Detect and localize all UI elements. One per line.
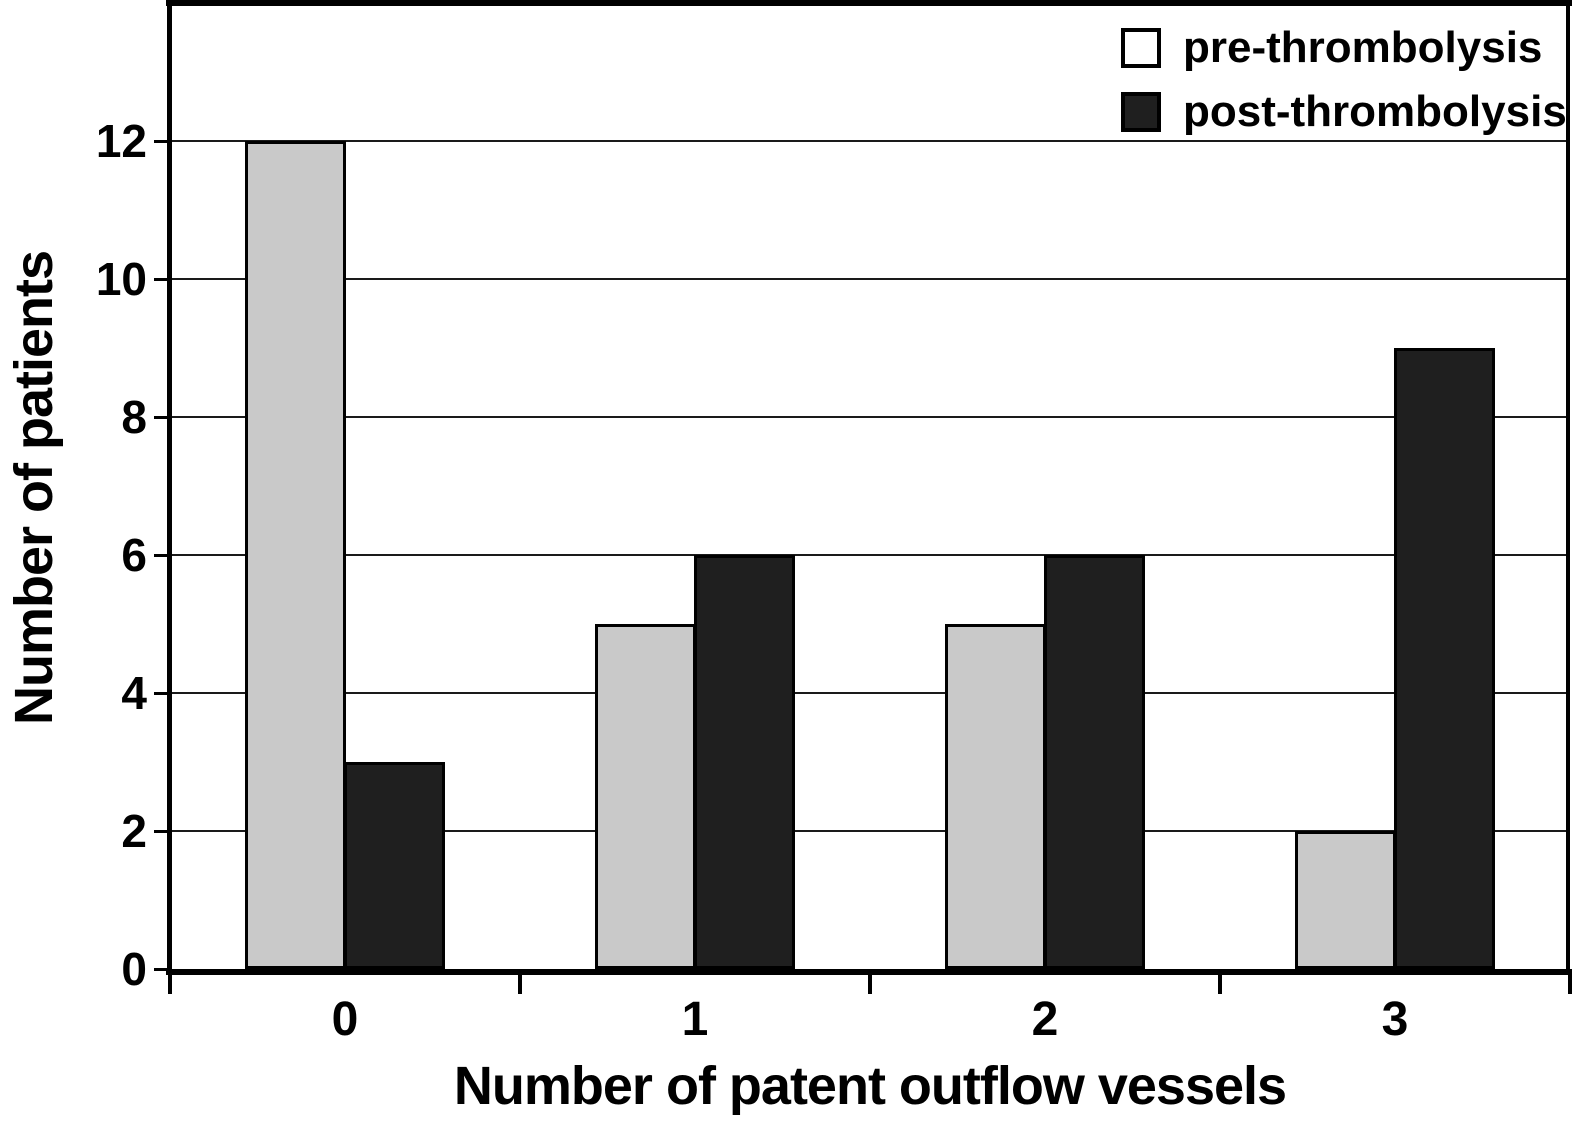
x-category-label-0: 0 [331,993,359,1046]
y-axis-line [167,0,172,975]
y-axis-title: Number of patients [4,250,64,726]
gridline-y-6 [170,554,1570,556]
y-tick-label-0: 0 [121,943,147,995]
bar-post-thrombolysis-1 [694,555,795,969]
bar-pre-thrombolysis-1 [595,624,696,969]
x-tick-4 [1568,969,1572,994]
legend: pre-thrombolysis post-thrombolysis [1121,22,1567,150]
x-axis-line [166,969,1572,975]
legend-label-post-thrombolysis: post-thrombolysis [1183,87,1567,136]
bar-post-thrombolysis-0 [344,762,445,969]
legend-row-pre-thrombolysis: pre-thrombolysis [1121,22,1567,74]
bar-post-thrombolysis-2 [1044,555,1145,969]
gridline-y-10 [170,278,1570,280]
gridline-y-2 [170,830,1570,832]
y-tick-8 [154,416,172,419]
x-tick-3 [1218,969,1222,994]
gridline-y-4 [170,692,1570,694]
y-tick-label-10: 10 [95,253,147,305]
legend-label-pre-thrombolysis: pre-thrombolysis [1183,23,1543,72]
bar-pre-thrombolysis-3 [1295,831,1396,969]
x-tick-2 [868,969,872,994]
x-category-label-2: 2 [1031,993,1059,1046]
y-tick-12 [154,140,172,143]
bar-post-thrombolysis-3 [1394,348,1495,969]
y-tick-label-12: 12 [95,115,147,167]
y-tick-label-4: 4 [121,667,147,719]
plot-frame-right [1566,0,1570,975]
gridline-y-12 [170,140,1570,142]
legend-swatch-pre-thrombolysis [1121,28,1161,68]
y-tick-label-6: 6 [121,529,147,581]
x-category-label-3: 3 [1381,993,1409,1046]
y-tick-label-8: 8 [121,391,147,443]
legend-swatch-post-thrombolysis [1121,92,1161,132]
plot-frame-top [166,0,1572,6]
bar-pre-thrombolysis-2 [945,624,1046,969]
y-tick-10 [154,278,172,281]
x-category-label-1: 1 [681,993,709,1046]
bar-pre-thrombolysis-0 [245,141,346,969]
y-tick-6 [154,554,172,557]
gridline-y-8 [170,416,1570,418]
x-axis-title: Number of patent outflow vessels [453,1056,1287,1116]
legend-row-post-thrombolysis: post-thrombolysis [1121,86,1567,138]
y-tick-2 [154,830,172,833]
y-tick-4 [154,692,172,695]
x-tick-0 [168,969,172,994]
y-tick-0 [154,968,172,971]
y-tick-label-2: 2 [121,805,147,857]
x-tick-1 [518,969,522,994]
